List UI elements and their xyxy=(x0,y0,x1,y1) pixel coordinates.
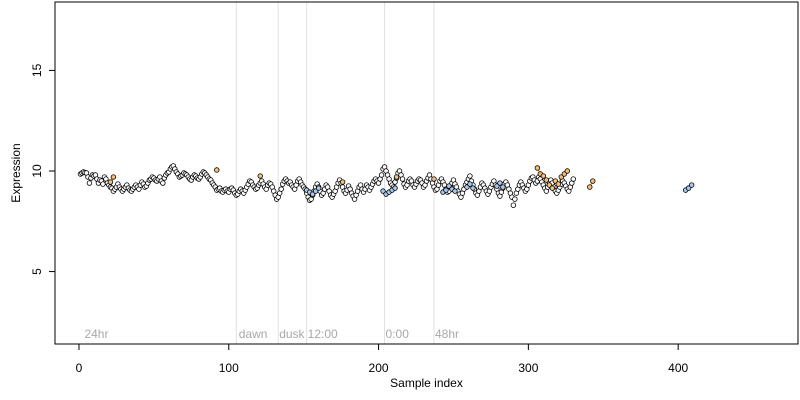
highlight-orange-point-10 xyxy=(543,177,550,183)
highlight-blue-point-16 xyxy=(467,181,473,187)
point-7 xyxy=(86,180,93,186)
x-tick-label-100: 100 xyxy=(219,361,239,375)
highlight-orange-point-2 xyxy=(214,167,220,173)
x-axis: 0 100 200 300 400 xyxy=(76,343,688,375)
highlight-blue-point-4 xyxy=(315,185,322,191)
point-261 xyxy=(467,173,473,179)
point-135 xyxy=(278,186,284,192)
y-axis: 5 10 15 xyxy=(30,63,56,275)
point-290 xyxy=(510,202,517,208)
annotation-5: 48hr xyxy=(435,327,459,341)
point-330 xyxy=(570,176,577,182)
highlight-blue-point-14 xyxy=(452,188,458,194)
annotation-2: dusk xyxy=(279,327,305,341)
annotation-0: 24hr xyxy=(84,327,108,341)
annotation-1: dawn xyxy=(239,327,268,341)
point-291 xyxy=(512,196,518,202)
highlight-orange-point-4 xyxy=(339,179,346,185)
highlight-orange-point-1 xyxy=(110,174,117,180)
highlight-blue-point-9 xyxy=(392,185,398,191)
highlight-orange-point-12 xyxy=(549,185,556,191)
highlight-blue-point-17 xyxy=(470,185,476,191)
data-points xyxy=(77,163,695,208)
highlight-blue-point-19 xyxy=(497,180,503,186)
point-202 xyxy=(378,172,385,178)
y-axis-label: Expression xyxy=(9,143,23,202)
highlight-orange-point-5 xyxy=(393,174,400,180)
highlight-orange-point-6 xyxy=(431,176,437,182)
x-tick-label-400: 400 xyxy=(668,361,688,375)
annotation-3: 12:00 xyxy=(308,327,338,341)
highlight-blue-point-23 xyxy=(688,182,695,188)
x-axis-label: Sample index xyxy=(390,376,463,390)
x-tick-label-300: 300 xyxy=(518,361,538,375)
highlight-orange-point-17 xyxy=(564,168,571,174)
y-tick-label-5: 5 xyxy=(30,268,44,275)
y-tick-label-15: 15 xyxy=(30,63,44,77)
highlight-orange-point-0 xyxy=(107,179,114,185)
highlight-blue-point-20 xyxy=(500,184,506,190)
highlight-orange-point-14 xyxy=(555,181,562,187)
point-56 xyxy=(160,180,166,186)
x-tick-label-0: 0 xyxy=(76,361,83,375)
vertical-marker-lines xyxy=(235,2,435,344)
x-tick-label-200: 200 xyxy=(369,361,389,375)
point-216 xyxy=(399,176,406,182)
highlight-blue-point-11 xyxy=(443,187,449,193)
highlight-orange-point-3 xyxy=(257,173,263,179)
y-tick-label-10: 10 xyxy=(30,164,44,178)
highlight-orange-point-9 xyxy=(540,173,547,179)
point-16 xyxy=(100,181,106,187)
highlight-orange-point-18 xyxy=(587,184,593,190)
highlight-orange-point-19 xyxy=(590,178,596,184)
highlight-orange-point-7 xyxy=(534,165,541,171)
annotation-4: 0:00 xyxy=(386,327,410,341)
annotation-labels: 24hr dawn dusk 12:00 0:00 48hr xyxy=(84,327,459,341)
